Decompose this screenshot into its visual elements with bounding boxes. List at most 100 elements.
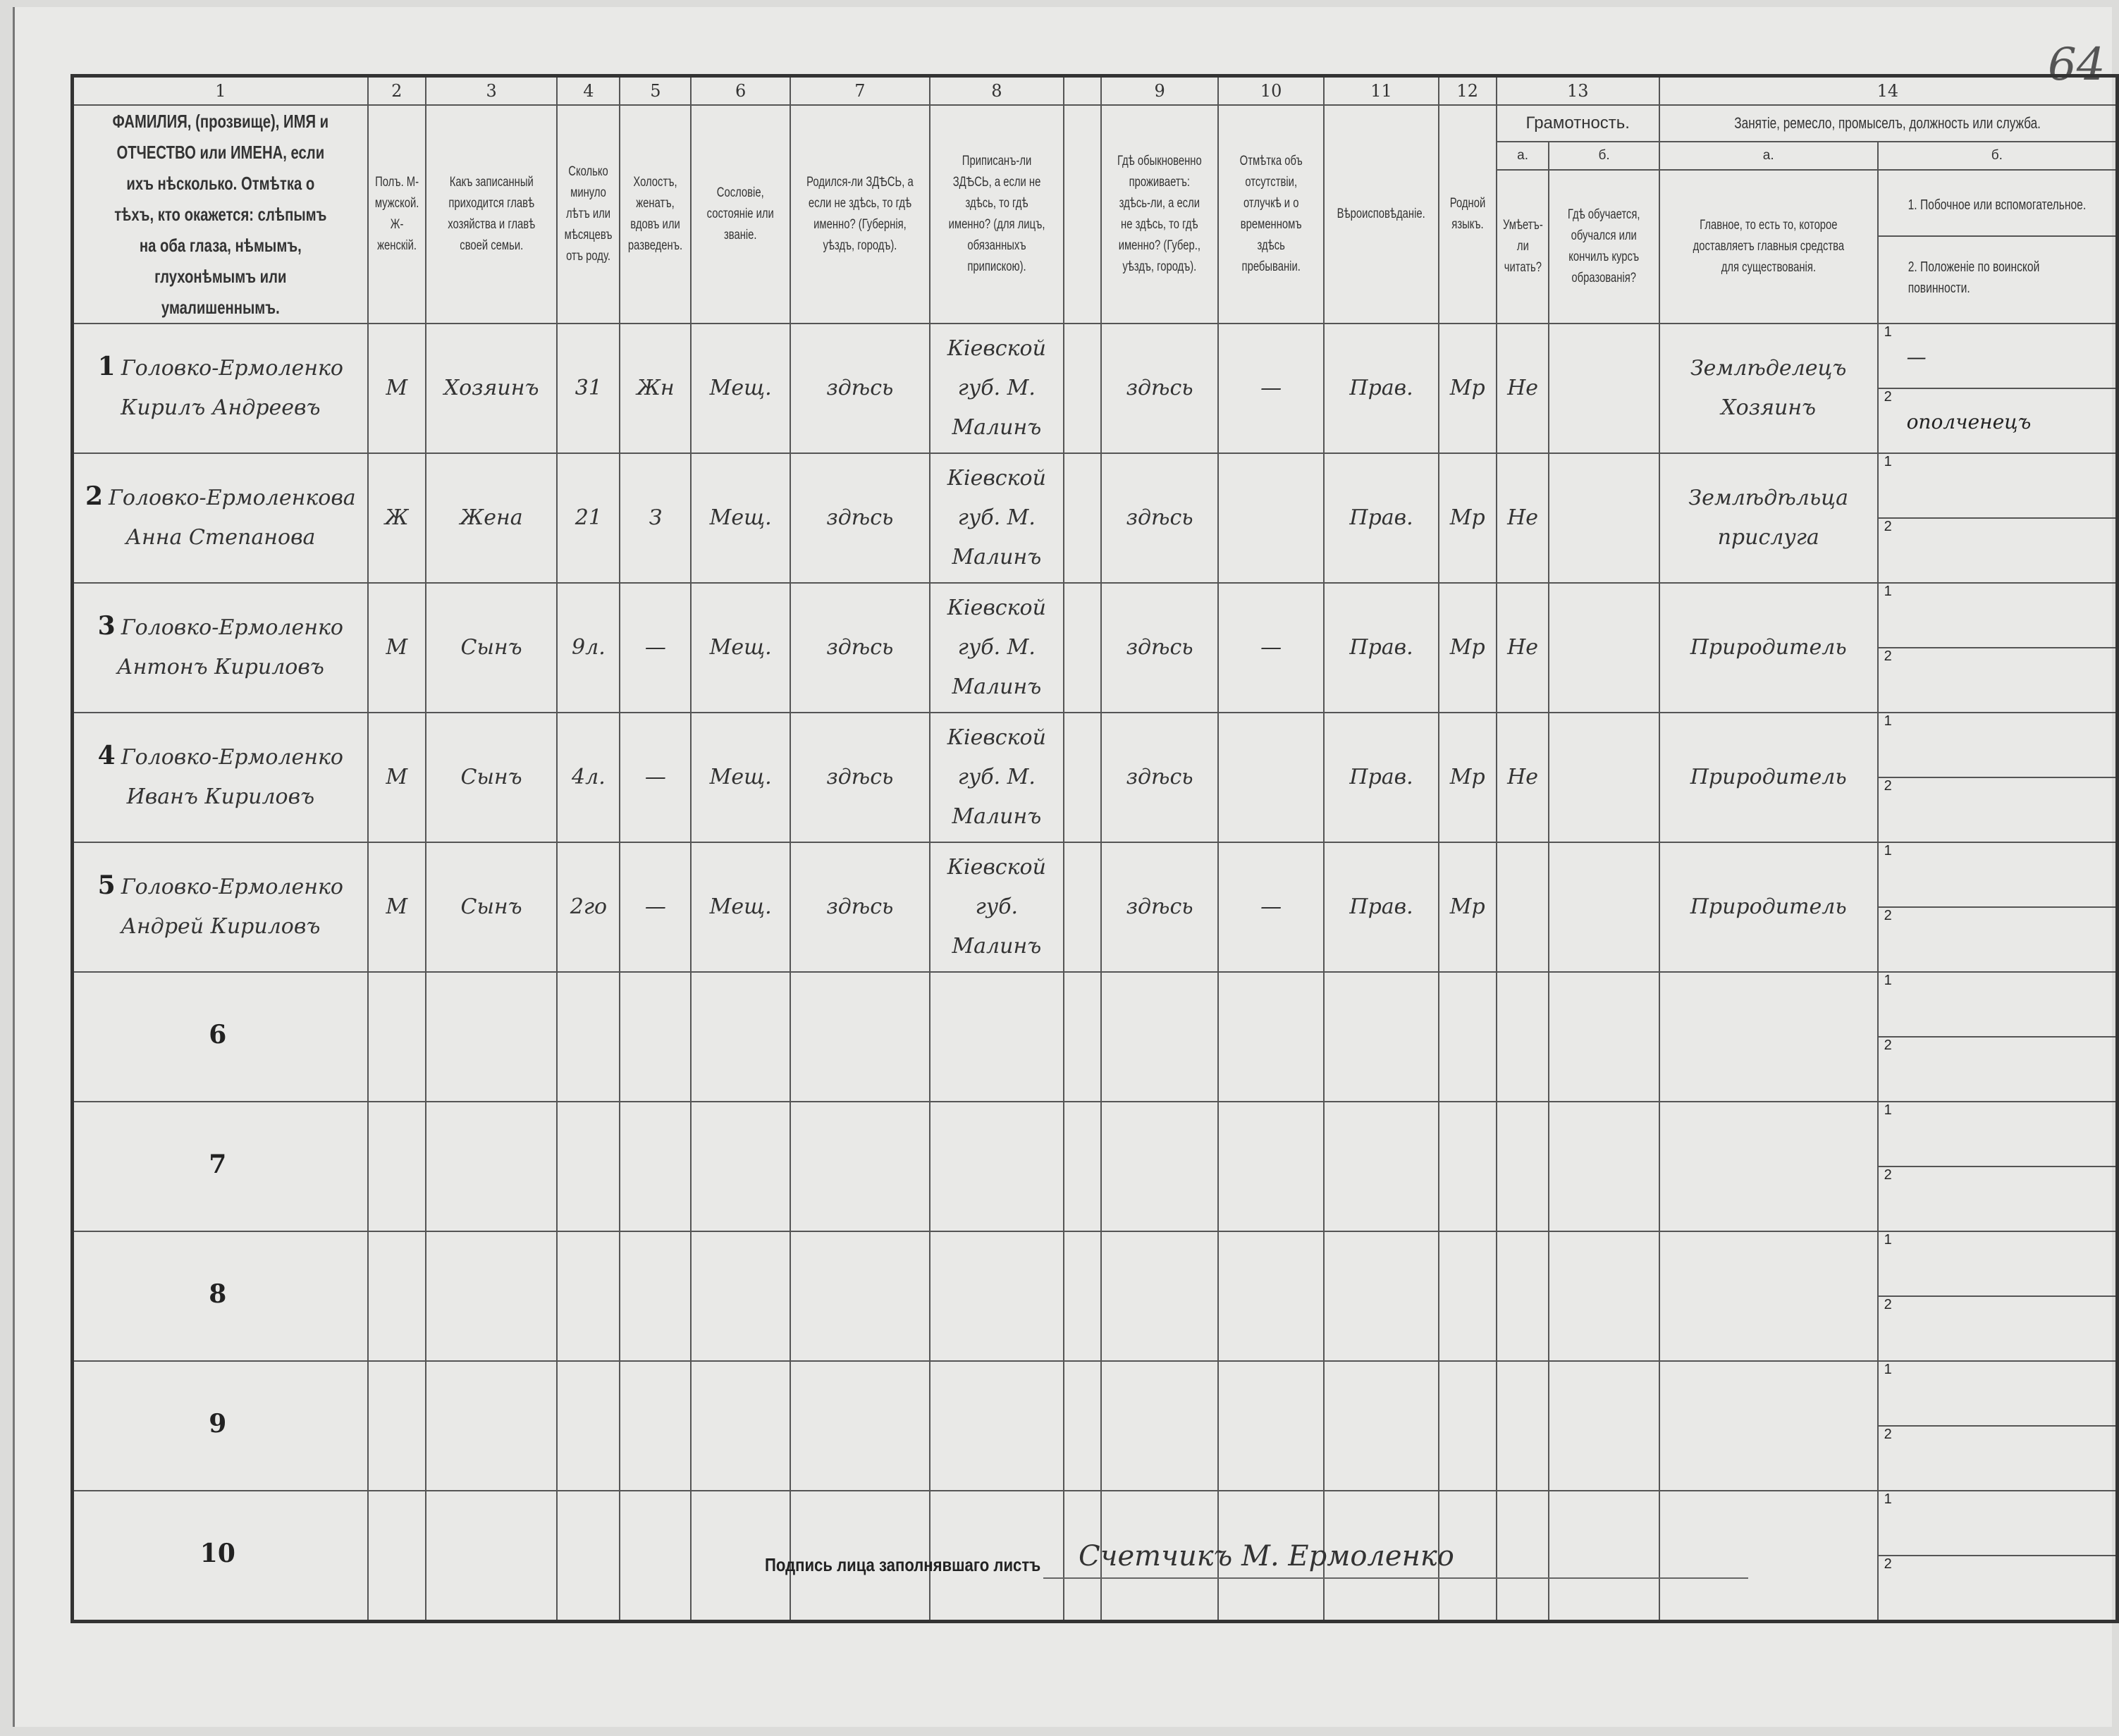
military-status-subrow: 2 (1884, 1556, 1892, 1572)
column-number: 11 (1323, 75, 1439, 106)
residence-cell: здѣсь (1100, 712, 1219, 843)
relation-cell: Сынъ (424, 842, 558, 973)
header-col3-relation: Какъ записанный приходится главѣ хозяйст… (424, 104, 558, 324)
age-cell (556, 1360, 621, 1491)
military-status-subrow: 2 (1884, 1167, 1892, 1183)
marital-cell (619, 1490, 692, 1623)
occupation-cell: Землѣдѣльца прислуга (1658, 453, 1879, 584)
column-number: 14 (1658, 75, 2118, 106)
person-name: Головко-Ермоленко Иванъ Кириловъ (121, 745, 343, 809)
language-cell: Мр (1437, 323, 1497, 454)
blank-cell (1062, 1360, 1103, 1491)
occupation-cell (1658, 1101, 1879, 1232)
blank-cell (1062, 1231, 1103, 1362)
literacy-cell (1495, 1101, 1550, 1232)
birthplace-cell: здѣсь (789, 842, 930, 973)
sex-cell (367, 971, 426, 1102)
literacy-cell: Не (1495, 453, 1550, 584)
age-cell: 4л. (556, 712, 621, 843)
relation-cell: Сынъ (424, 582, 558, 713)
language-cell: Мр (1437, 712, 1497, 843)
absence-cell (1217, 1231, 1325, 1362)
literacy-cell (1495, 842, 1550, 973)
birthplace-cell (789, 1490, 930, 1623)
table-row: 10 1 2 (71, 1490, 2118, 1623)
table-row: 3 Головко-Ермоленко Антонъ Кириловъ М Сынъ 9… (71, 582, 2118, 713)
name-cell: 9 (71, 1360, 369, 1491)
signature-label: Подпись лица заполнявшаго листъ (765, 1554, 1041, 1575)
military-status-subrow: 2 (1884, 908, 1892, 923)
side-occupation-subrow: 1 (1878, 454, 2115, 519)
side-occupation-subrow: 1 (1878, 584, 2115, 648)
signature-line (1043, 1577, 1748, 1579)
header-col14-occupation: Занятіе, ремесло, промыселъ, должность и… (1658, 104, 2118, 142)
absence-cell (1217, 1360, 1325, 1491)
relation-cell (424, 1490, 558, 1623)
birthplace-cell (789, 971, 930, 1102)
side-occupation: — (1906, 345, 1927, 369)
estate-cell: Мещ. (690, 842, 791, 973)
column-number: 10 (1217, 75, 1325, 106)
registration-cell (928, 1490, 1064, 1623)
estate-cell: Мещ. (690, 712, 791, 843)
row-number: 5 (97, 870, 116, 900)
marital-cell: Жн (619, 323, 692, 454)
side-occupation-subrow: 1 (1878, 1232, 2115, 1297)
relation-cell (424, 1231, 558, 1362)
absence-cell (1217, 1101, 1325, 1232)
column-number: 12 (1437, 75, 1497, 106)
row-number: 3 (97, 611, 116, 641)
occupation-cell: Землѣделецъ Хозяинъ (1658, 323, 1879, 454)
education-cell (1548, 1360, 1660, 1491)
blank-cell (1062, 453, 1103, 584)
occupation-cell (1658, 1490, 1879, 1623)
registration-cell: Кіевской губ. М. Малинъ (928, 323, 1064, 454)
residence-cell: здѣсь (1100, 323, 1219, 454)
header-col8-registered: Приписанъ-ли ЗДѢСЬ, а если не здѣсь, то … (928, 104, 1064, 324)
absence-cell (1217, 453, 1325, 584)
header-col12-language: Родной языкъ. (1437, 104, 1497, 324)
religion-cell (1323, 971, 1439, 1102)
military-status-subrow: 2 (1884, 648, 1892, 664)
religion-cell (1323, 1360, 1439, 1491)
side-occupation-subrow: 1 (1878, 973, 2115, 1038)
marital-cell (619, 1231, 692, 1362)
header-col1-name: ФАМИЛИЯ, (прозвище), ИМЯ и ОТЧЕСТВО или … (71, 104, 369, 324)
birthplace-cell: здѣсь (789, 712, 930, 843)
literacy-cell (1495, 1231, 1550, 1362)
sex-cell (367, 1101, 426, 1232)
birthplace-cell: здѣсь (789, 323, 930, 454)
education-cell (1548, 1101, 1660, 1232)
residence-cell (1100, 971, 1219, 1102)
residence-cell (1100, 1360, 1219, 1491)
census-form-table: 1 2 3 4 5 6 7 8 9 10 11 12 13 14 ФАМИЛИЯ, (прозвище),… (70, 74, 2119, 1623)
language-cell: Мр (1437, 453, 1497, 584)
residence-cell (1100, 1490, 1219, 1623)
blank-cell (1062, 1490, 1103, 1623)
religion-cell: Прав. (1323, 582, 1439, 713)
residence-cell: здѣсь (1100, 842, 1219, 973)
name-cell: 1 Головко-Ермоленко Кирилъ Андреевъ (71, 323, 369, 454)
religion-cell: Прав. (1323, 712, 1439, 843)
relation-cell: Хозяинъ (424, 323, 558, 454)
column-number: 4 (556, 75, 621, 106)
sex-cell: М (367, 842, 426, 973)
occupation-cell (1658, 1360, 1879, 1491)
header-col14a-text: Главное, то есть то, которое доставляетъ… (1658, 169, 1879, 324)
relation-cell (424, 1101, 558, 1232)
birthplace-cell (789, 1231, 930, 1362)
sex-cell (367, 1231, 426, 1362)
religion-cell: Прав. (1323, 323, 1439, 454)
registration-cell: Кіевской губ. М. Малинъ (928, 712, 1064, 843)
education-cell (1548, 323, 1660, 454)
table-row: 5 Головко-Ермоленко Андрей Кириловъ М Сынъ 2… (71, 842, 2118, 973)
occupation-cell: Природитель (1658, 582, 1879, 713)
literacy-cell: Не (1495, 582, 1550, 713)
age-cell: 9л. (556, 582, 621, 713)
relation-cell: Сынъ (424, 712, 558, 843)
person-name: Головко-Ермоленко Кирилъ Андреевъ (121, 356, 343, 420)
